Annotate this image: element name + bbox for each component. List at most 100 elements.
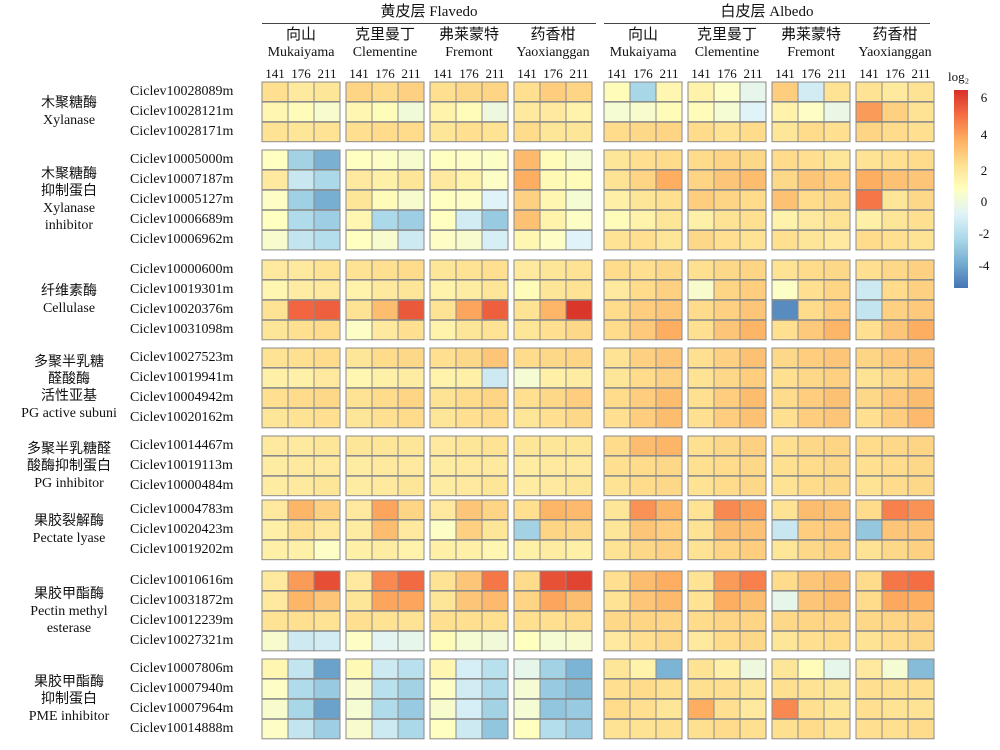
- heatmap-cell: [797, 229, 825, 251]
- heatmap-cell: [513, 718, 541, 740]
- heatmap-cell: [513, 590, 541, 612]
- heatmap-cell: [261, 259, 289, 280]
- cultivar-name-zh: 向山: [285, 27, 316, 43]
- heatmap-cell: [539, 81, 567, 102]
- heatmap-cell: [261, 229, 289, 251]
- heatmap-cell: [603, 499, 631, 520]
- heatmap-cell: [739, 169, 767, 191]
- gene-label: Ciclev10000600m: [130, 262, 234, 277]
- heatmap-cell: [603, 678, 631, 700]
- family-label-en: inhibitor: [44, 218, 94, 234]
- heatmap-cell: [907, 435, 935, 456]
- heatmap-cell: [345, 81, 373, 102]
- heatmap-cell: [565, 539, 593, 561]
- heatmap-cell: [771, 387, 799, 409]
- heatmap-cell: [261, 590, 289, 612]
- heatmap-cell: [539, 319, 567, 341]
- heatmap-cell: [855, 435, 883, 456]
- heatmap-cell: [429, 121, 457, 143]
- heatmap-cell: [345, 678, 373, 700]
- heatmap-cell: [345, 319, 373, 341]
- heatmap-cell: [313, 570, 341, 591]
- heatmap-cell: [687, 718, 715, 740]
- heatmap-cell: [261, 209, 289, 231]
- heatmap-cell: [629, 475, 657, 497]
- heatmap-cell: [907, 319, 935, 341]
- heatmap-cell: [429, 149, 457, 170]
- heatmap-cell: [345, 189, 373, 211]
- family-label-zh: 酸酶抑制蛋白: [27, 458, 111, 474]
- heatmap-cell: [881, 121, 909, 143]
- heatmap-cell: [823, 81, 851, 102]
- heatmap-cell: [287, 169, 315, 191]
- heatmap-cell: [797, 347, 825, 368]
- heatmap-cell: [797, 658, 825, 679]
- heatmap-cell: [655, 259, 683, 280]
- heatmap-cell: [287, 435, 315, 456]
- timepoint-label: 211: [827, 66, 847, 81]
- heatmap-cell: [771, 319, 799, 341]
- heatmap-cell: [687, 435, 715, 456]
- heatmap-cell: [287, 101, 315, 123]
- cultivar-name-en: Mukaiyama: [609, 45, 677, 60]
- heatmap-cell: [261, 519, 289, 541]
- heatmap-cell: [713, 367, 741, 389]
- heatmap-cell: [629, 570, 657, 591]
- heatmap-cell: [655, 279, 683, 301]
- heatmap-cell: [881, 519, 909, 541]
- heatmap-cell: [455, 590, 483, 612]
- heatmap-cell: [739, 229, 767, 251]
- heatmap-cell: [455, 630, 483, 652]
- gene-label: Ciclev10004942m: [130, 390, 234, 406]
- heatmap-cell: [429, 539, 457, 561]
- heatmap-cell: [739, 610, 767, 632]
- heatmap-cell: [565, 499, 593, 520]
- gene-label: Ciclev10005000m: [130, 152, 234, 167]
- heatmap-cell: [855, 101, 883, 123]
- heatmap-cell: [629, 407, 657, 429]
- heatmap-cell: [481, 367, 509, 389]
- heatmap-cell: [771, 81, 799, 102]
- heatmap-cell: [481, 81, 509, 102]
- heatmap-cell: [771, 475, 799, 497]
- timepoint-label: 211: [317, 66, 337, 81]
- heatmap-cell: [907, 499, 935, 520]
- heatmap-cell: [371, 590, 399, 612]
- heatmap-cell: [713, 259, 741, 280]
- heatmap-cell: [771, 407, 799, 429]
- heatmap-cell: [629, 169, 657, 191]
- heatmap-cell: [345, 590, 373, 612]
- heatmap-cell: [261, 367, 289, 389]
- heatmap-cell: [881, 539, 909, 561]
- heatmap-cell: [429, 475, 457, 497]
- heatmap-cell: [371, 539, 399, 561]
- heatmap-cell: [907, 519, 935, 541]
- heatmap-cell: [823, 455, 851, 477]
- heatmap-cell: [481, 718, 509, 740]
- heatmap-cell: [823, 718, 851, 740]
- heatmap-cell: [823, 209, 851, 231]
- heatmap-cell: [481, 698, 509, 720]
- family-label-en: Cellulase: [42, 301, 96, 317]
- heatmap-cell: [565, 570, 593, 591]
- heatmap-cell: [797, 475, 825, 497]
- heatmap-cell: [397, 229, 425, 251]
- heatmap-cell: [429, 630, 457, 652]
- heatmap-cell: [739, 279, 767, 301]
- timepoint-label: 176: [291, 66, 311, 81]
- heatmap-cell: [261, 81, 289, 102]
- cultivar-name-en: Fremont: [445, 45, 493, 60]
- heatmap-cell: [261, 539, 289, 561]
- heatmap-cell: [287, 539, 315, 561]
- heatmap-cell: [855, 610, 883, 632]
- heatmap-cell: [371, 658, 399, 679]
- heatmap-cell: [397, 149, 425, 170]
- heatmap-cell: [539, 347, 567, 368]
- heatmap-cell: [371, 347, 399, 368]
- heatmap-cell: [771, 279, 799, 301]
- heatmap-cell: [565, 121, 593, 143]
- gene-label: Ciclev10027523m: [130, 350, 234, 365]
- heatmap-cell: [397, 81, 425, 102]
- heatmap-cell: [687, 279, 715, 301]
- heatmap-cell: [313, 229, 341, 251]
